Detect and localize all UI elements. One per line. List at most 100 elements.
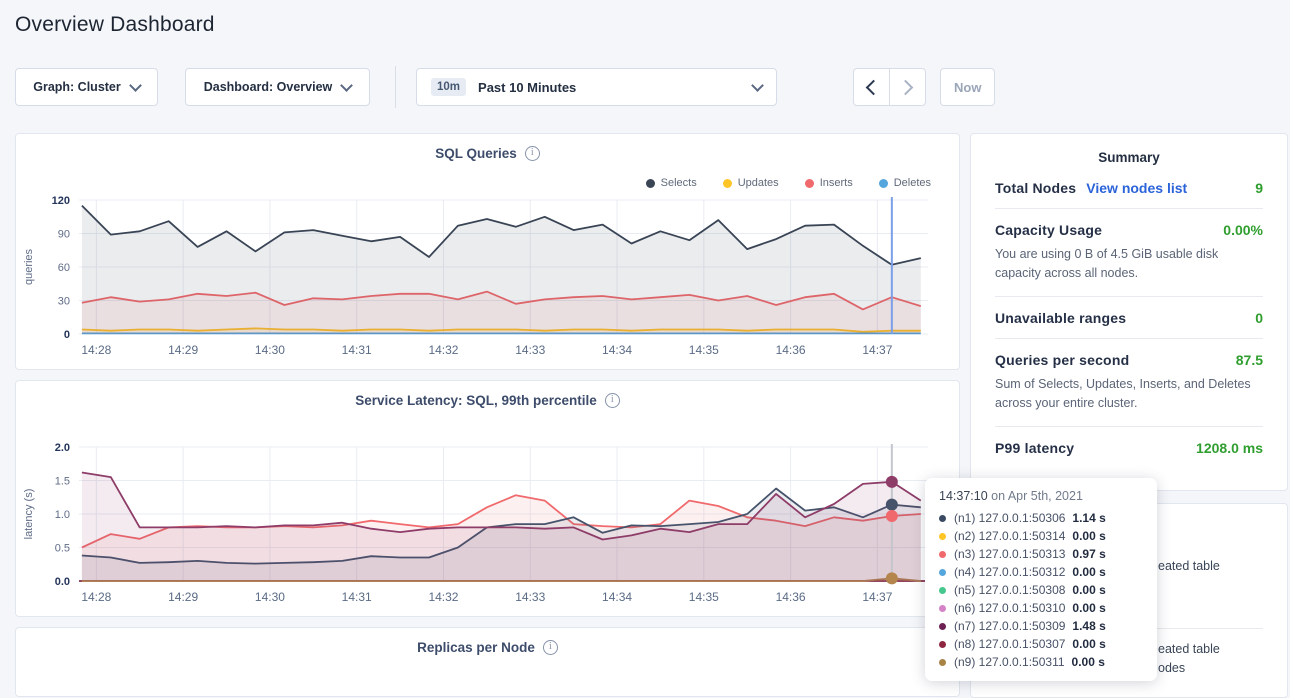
tooltip-row: (n6) 127.0.0.1:503100.00 s (939, 599, 1143, 617)
series-dot (939, 587, 946, 594)
time-forward-button[interactable] (889, 69, 925, 105)
event-item-text[interactable]: eated table (1158, 559, 1220, 573)
svg-text:14:28: 14:28 (81, 343, 111, 357)
service-latency-plot[interactable]: 0.0 0.5 1.0 1.5 2.0 14:28 14:29 14:30 14:31 14:32… (16, 431, 959, 615)
tooltip-row: (n9) 127.0.0.1:503110.00 s (939, 653, 1143, 671)
svg-text:14:30: 14:30 (255, 590, 285, 604)
time-nav-group (853, 68, 926, 106)
view-nodes-list-link[interactable]: View nodes list (1086, 180, 1187, 196)
tooltip-row: (n7) 127.0.0.1:503091.48 s (939, 617, 1143, 635)
svg-text:14:35: 14:35 (689, 343, 719, 357)
svg-text:14:29: 14:29 (168, 590, 198, 604)
summary-row-qps: Queries per second 87.5 Sum of Selects, … (971, 339, 1287, 426)
svg-text:14:28: 14:28 (81, 590, 111, 604)
svg-text:0: 0 (64, 329, 70, 341)
time-range-badge: 10m (431, 78, 466, 96)
summary-row-p99: P99 latency 1208.0 ms (971, 427, 1287, 468)
time-back-button[interactable] (854, 69, 889, 105)
svg-text:30: 30 (58, 296, 70, 308)
svg-text:queries: queries (23, 248, 35, 285)
chevron-down-icon (129, 79, 142, 92)
service-latency-chart-card: Service Latency: SQL, 99th percentile i … (15, 380, 960, 617)
graph-dropdown-label: Graph: Cluster (33, 80, 121, 94)
qps-desc: Sum of Selects, Updates, Inserts, and De… (995, 375, 1263, 414)
svg-text:60: 60 (58, 262, 70, 274)
tooltip-row: (n4) 127.0.0.1:503120.00 s (939, 563, 1143, 581)
dashboard-dropdown-label: Dashboard: Overview (204, 80, 333, 94)
now-button-label: Now (954, 80, 981, 95)
unavailable-ranges-label: Unavailable ranges (995, 310, 1126, 326)
time-range-label: Past 10 Minutes (478, 80, 741, 95)
series-dot (939, 515, 946, 522)
svg-text:14:33: 14:33 (515, 590, 545, 604)
p99-latency-value: 1208.0 ms (1196, 440, 1263, 456)
series-dot (939, 551, 946, 558)
chart-hover-tooltip: 14:37:10 on Apr 5th, 2021 (n1) 127.0.0.1… (925, 478, 1157, 681)
svg-text:2.0: 2.0 (55, 442, 70, 454)
capacity-usage-desc: You are using 0 B of 4.5 GiB usable disk… (995, 245, 1263, 284)
event-item-text[interactable]: eated table (1158, 642, 1220, 656)
info-icon[interactable]: i (543, 640, 558, 655)
chart-title: SQL Queries (435, 146, 517, 161)
tooltip-row: (n5) 127.0.0.1:503080.00 s (939, 581, 1143, 599)
unavailable-ranges-value: 0 (1255, 310, 1263, 326)
summary-card: Summary Total Nodes View nodes list 9 Ca… (970, 133, 1288, 491)
info-icon[interactable]: i (605, 393, 620, 408)
svg-text:14:34: 14:34 (602, 343, 632, 357)
chevron-left-icon (866, 79, 882, 95)
tooltip-row: (n3) 127.0.0.1:503130.97 s (939, 545, 1143, 563)
svg-text:0.5: 0.5 (55, 543, 70, 555)
svg-text:14:30: 14:30 (255, 343, 285, 357)
series-dot (939, 659, 946, 666)
svg-text:14:32: 14:32 (428, 590, 458, 604)
chevron-down-icon (751, 79, 764, 92)
series-dot (939, 605, 946, 612)
time-range-dropdown[interactable]: 10m Past 10 Minutes (416, 68, 777, 106)
tooltip-row: (n1) 127.0.0.1:503061.14 s (939, 509, 1143, 527)
svg-text:latency (s): latency (s) (23, 489, 35, 540)
sql-queries-plot[interactable]: 030609012014:2814:2914:3014:3114:3214:33… (16, 178, 959, 368)
svg-text:14:31: 14:31 (342, 343, 372, 357)
series-dot (939, 569, 946, 576)
svg-text:14:34: 14:34 (602, 590, 632, 604)
svg-text:0.0: 0.0 (55, 576, 70, 588)
event-item-text[interactable]: odes (1158, 661, 1185, 675)
qps-value: 87.5 (1236, 352, 1263, 368)
summary-title: Summary (971, 134, 1287, 167)
graph-dropdown[interactable]: Graph: Cluster (15, 68, 158, 106)
toolbar-divider (395, 66, 396, 108)
svg-text:14:37: 14:37 (862, 590, 892, 604)
info-icon[interactable]: i (525, 146, 540, 161)
summary-row-capacity: Capacity Usage 0.00% You are using 0 B o… (971, 209, 1287, 296)
svg-text:14:33: 14:33 (515, 343, 545, 357)
capacity-usage-label: Capacity Usage (995, 222, 1102, 238)
svg-text:14:36: 14:36 (776, 590, 806, 604)
total-nodes-value: 9 (1255, 180, 1263, 196)
tooltip-row: (n2) 127.0.0.1:503140.00 s (939, 527, 1143, 545)
svg-text:14:32: 14:32 (428, 343, 458, 357)
tooltip-timestamp: 14:37:10 on Apr 5th, 2021 (939, 489, 1143, 503)
sql-queries-chart-card: SQL Queries i Selects Updates Inserts De… (15, 133, 960, 370)
svg-text:1.5: 1.5 (55, 476, 70, 488)
summary-row-total-nodes: Total Nodes View nodes list 9 (971, 167, 1287, 208)
tooltip-row: (n8) 127.0.0.1:503070.00 s (939, 635, 1143, 653)
p99-latency-label: P99 latency (995, 440, 1074, 456)
series-dot (939, 641, 946, 648)
chevron-right-icon (898, 79, 914, 95)
svg-text:14:37: 14:37 (862, 343, 892, 357)
page-title: Overview Dashboard (15, 13, 215, 37)
svg-text:1.0: 1.0 (55, 509, 70, 521)
series-dot (939, 533, 946, 540)
chevron-down-icon (340, 79, 353, 92)
dashboard-dropdown[interactable]: Dashboard: Overview (185, 68, 370, 106)
chart-title: Service Latency: SQL, 99th percentile (355, 393, 597, 408)
svg-text:14:31: 14:31 (342, 590, 372, 604)
now-button[interactable]: Now (940, 68, 995, 106)
capacity-usage-value: 0.00% (1223, 222, 1263, 238)
svg-text:14:29: 14:29 (168, 343, 198, 357)
svg-text:90: 90 (58, 229, 70, 241)
summary-row-unavailable: Unavailable ranges 0 (971, 297, 1287, 338)
qps-label: Queries per second (995, 352, 1129, 368)
total-nodes-label: Total Nodes (995, 180, 1076, 196)
svg-text:14:35: 14:35 (689, 590, 719, 604)
